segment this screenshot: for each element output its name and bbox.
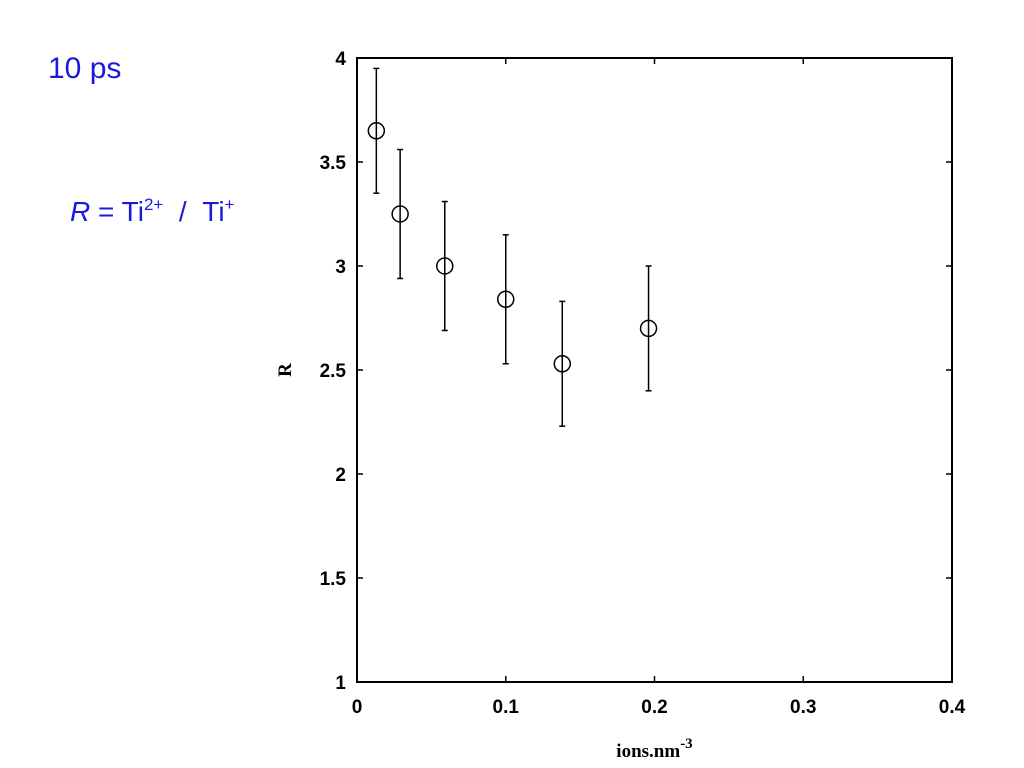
data-point [391,205,409,223]
numerator-charge: 2+ [143,195,164,214]
y-tick-label: 1 [335,673,346,694]
y-tick-label: 4 [335,49,346,70]
time-label: 10 ps [48,52,122,85]
denominator-ion: Ti [202,196,225,227]
plot-frame [356,57,953,683]
x-axis-title-exponent: -3 [680,736,693,752]
axis-tick-labels: 0 0.1 0.2 0.3 0.4 1 1.5 2 2.5 3 3.5 4 [320,49,966,718]
y-tick-label: 1.5 [320,569,347,590]
data-point [639,319,658,338]
x-tick-label: 0.3 [790,697,816,718]
data-marks [367,67,658,427]
y-tick-label: 2.5 [320,361,347,382]
x-axis-title: ions.nm-3 [616,736,692,762]
data-point [436,257,454,275]
x-tick-label: 0.2 [641,697,667,718]
ratio-formula: R = Ti2+ / Ti+ [70,196,234,228]
x-tick-label: 0.4 [939,697,966,718]
equals-sign: = [98,196,115,227]
x-axis-title-text: ions.nm [616,741,680,762]
x-tick-label: 0.1 [493,697,520,718]
y-tick-label: 3 [335,257,346,278]
x-tick-label: 0 [352,697,363,718]
numerator-ion: Ti [121,196,144,227]
data-point [497,290,515,309]
y-tick-label: 3.5 [320,153,347,174]
y-tick-label: 2 [335,465,346,486]
ratio-symbol: R [70,196,91,227]
fraction-slash: / [178,196,187,227]
axis-ticks [356,57,953,683]
y-axis-title: R [275,363,296,377]
data-point [367,122,386,140]
denominator-charge: + [224,195,235,214]
data-point [553,355,572,373]
